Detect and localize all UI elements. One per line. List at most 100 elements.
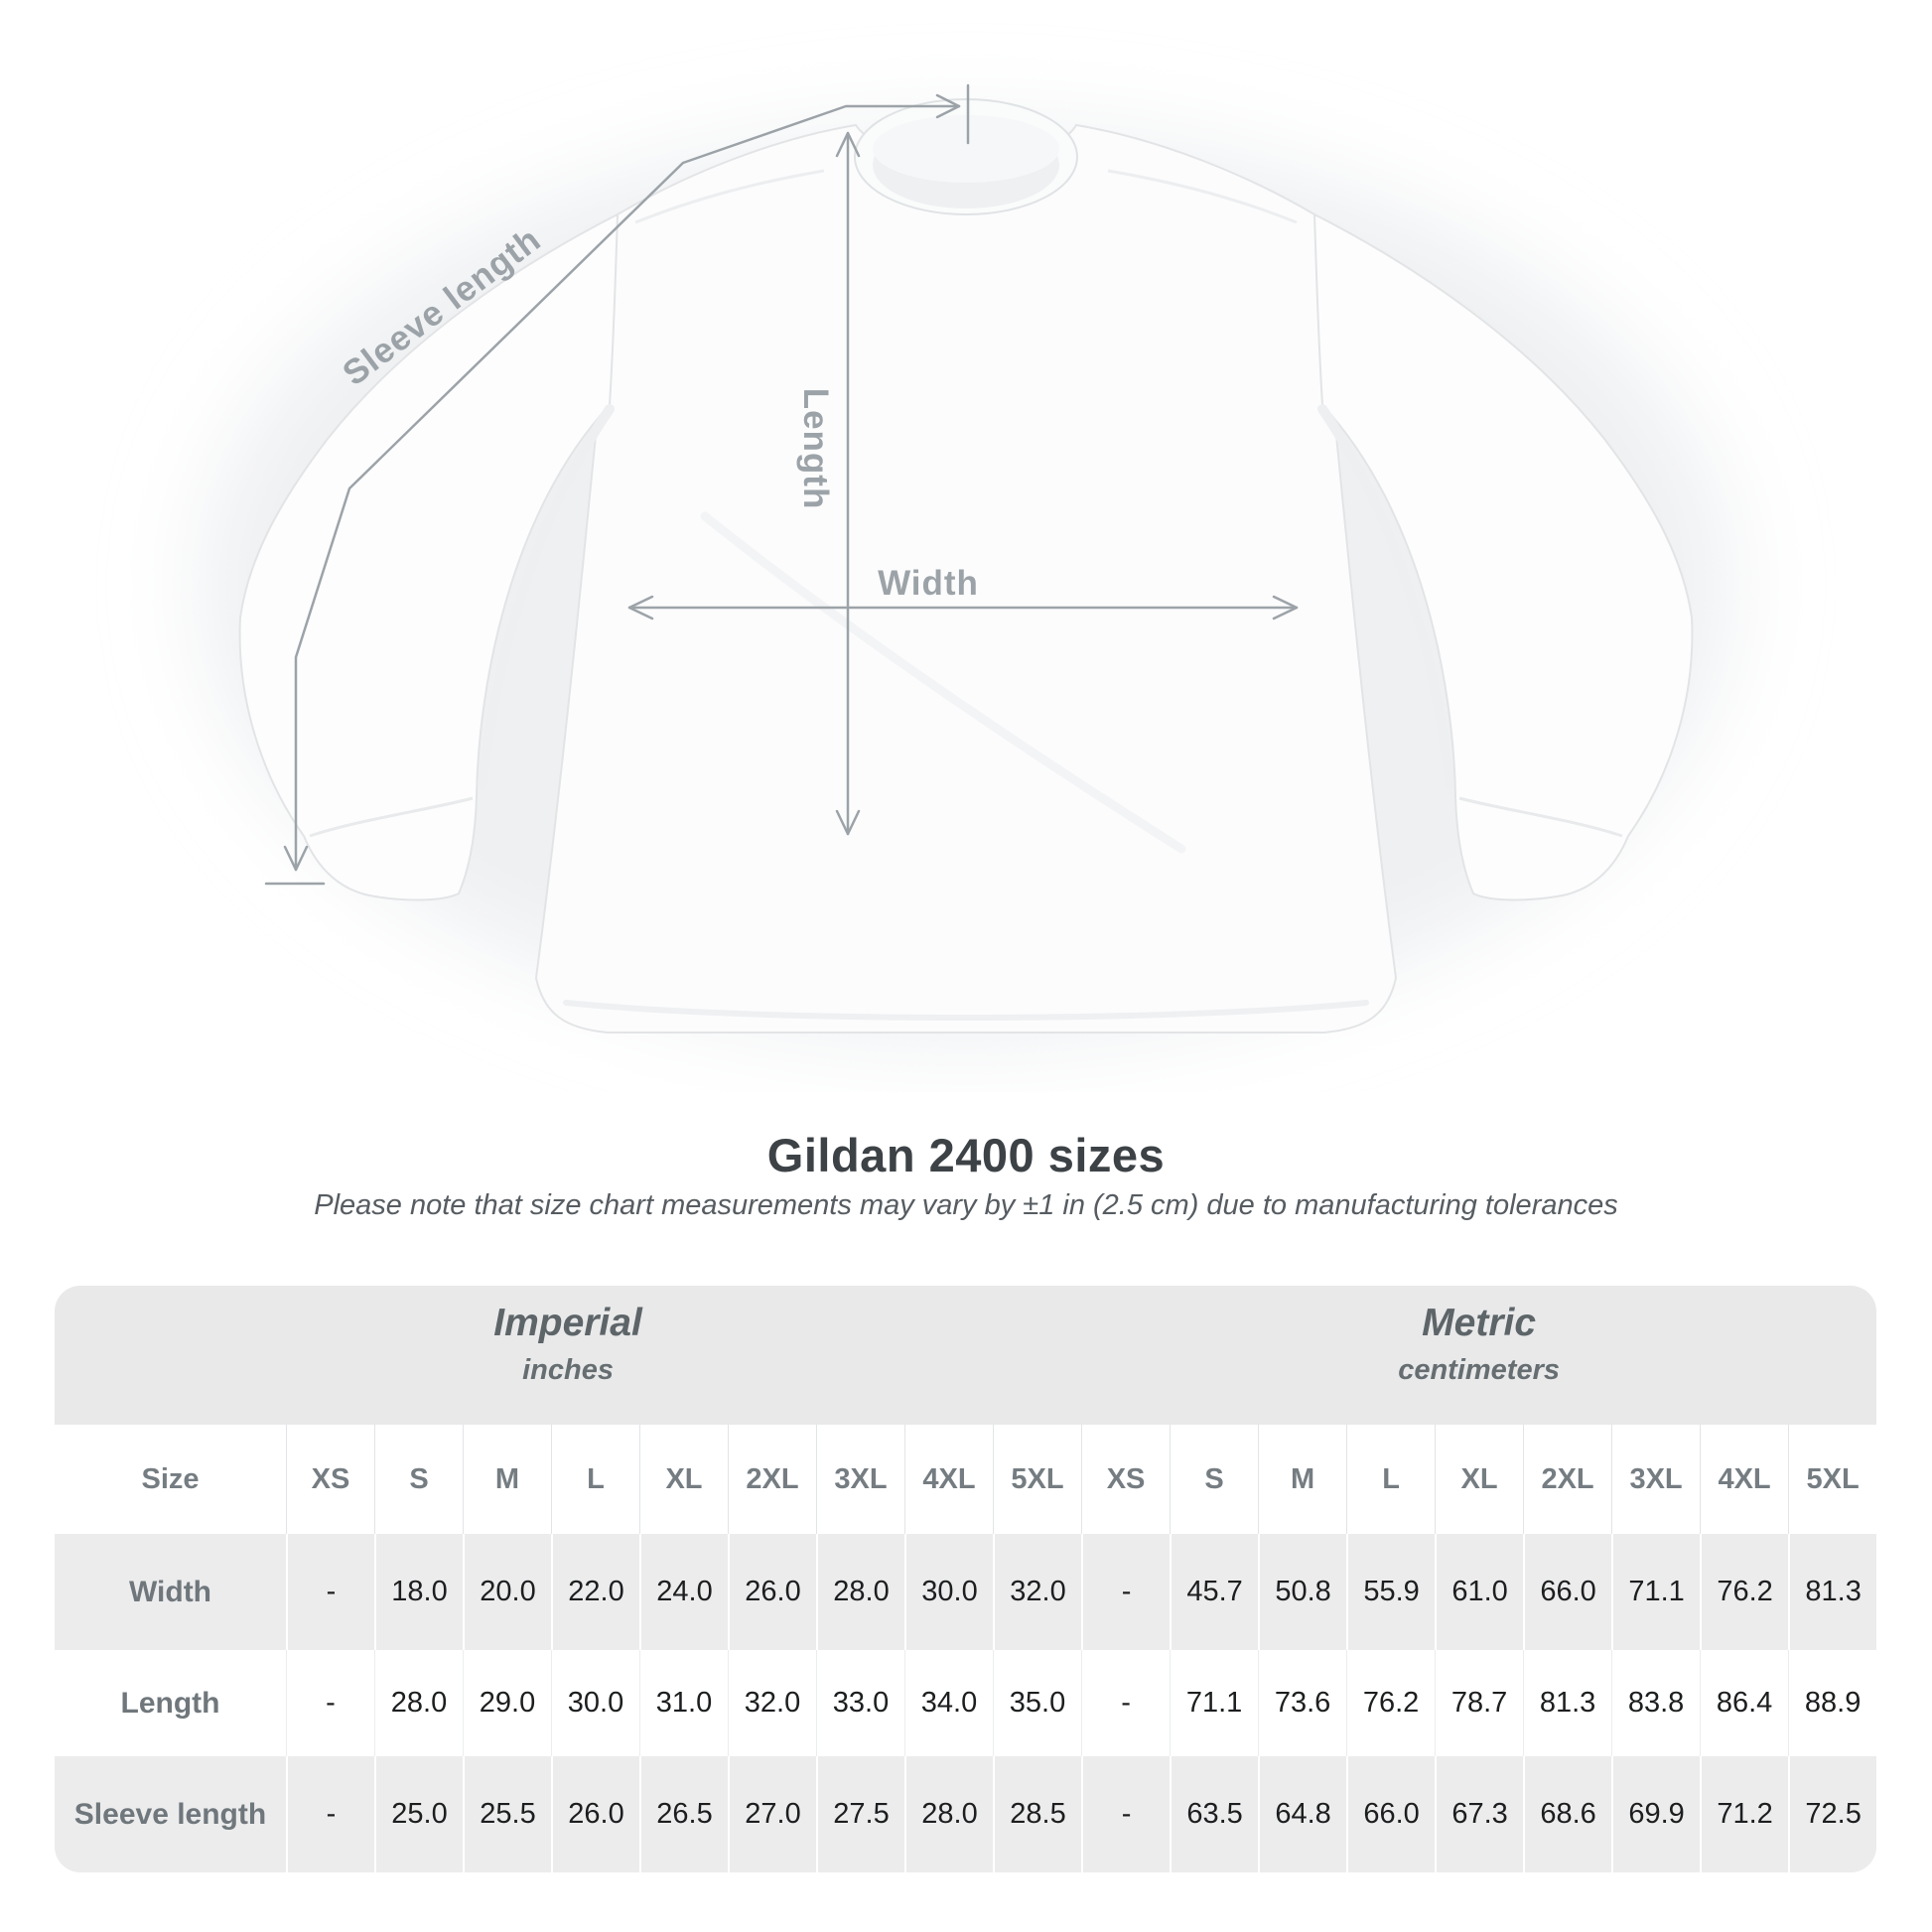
value-cell: 72.5 [1788,1756,1876,1872]
value-cell: 28.0 [374,1650,463,1756]
right-sleeve-shade [1317,404,1454,789]
value-cell: 26.0 [728,1534,816,1650]
value-cell: 18.0 [374,1534,463,1650]
column-header-metric-l: L [1346,1425,1436,1534]
value-cell: 28.0 [904,1756,993,1872]
row-label: Width [128,1575,212,1608]
table-row-sleeve-length: Sleeve length -25.0 25.5 26.0 26.5 27.0 27.5 28… [55,1756,1876,1872]
value-cell: 31.0 [639,1650,728,1756]
value-cell: 71.1 [1170,1650,1258,1756]
metric-section-header: Metric centimeters [1081,1286,1876,1425]
column-header-imperial-l: L [551,1425,639,1534]
length-arrow-down [835,809,861,836]
value-cell: 71.2 [1700,1756,1788,1872]
value-cell: 68.6 [1523,1756,1611,1872]
width-arrow-left [627,595,654,621]
column-header-imperial-s: S [374,1425,463,1534]
imperial-section-header: Imperial inches [55,1286,1082,1425]
page-title: Gildan 2400 sizes [766,1129,1166,1181]
column-header-metric-xs: XS [1081,1425,1171,1534]
value-cell: 88.9 [1788,1650,1876,1756]
value-cell: 67.3 [1435,1756,1523,1872]
column-header-imperial-m: M [463,1425,551,1534]
imperial-section-label: Imperial [493,1302,642,1344]
value-cell: 71.1 [1611,1534,1700,1650]
value-cell: 20.0 [463,1534,551,1650]
value-cell: 69.9 [1611,1756,1700,1872]
value-cell: 32.0 [993,1534,1081,1650]
value-cell: 76.2 [1346,1650,1435,1756]
right-cuff-seam [1458,796,1623,838]
value-cell: - [1081,1756,1170,1872]
value-cell: 86.4 [1700,1650,1788,1756]
value-cell: 55.9 [1346,1534,1435,1650]
column-header-metric-m: M [1258,1425,1347,1534]
tolerance-note: Please note that size chart measurements… [314,1189,1618,1221]
value-cell: 33.0 [816,1650,904,1756]
value-cell: 73.6 [1258,1650,1346,1756]
column-header-imperial-2xl: 2XL [728,1425,816,1534]
size-table: Imperial inches Metric centimeters Size … [55,1286,1876,1872]
sleeve-length-arrow-down [283,845,309,872]
value-cell: 81.3 [1788,1534,1876,1650]
value-cell: 25.0 [374,1756,463,1872]
collar-back [873,115,1059,183]
column-header-metric-5xl: 5XL [1788,1425,1876,1534]
value-cell: 22.0 [551,1534,639,1650]
column-header-imperial-3xl: 3XL [816,1425,904,1534]
value-cell: 64.8 [1258,1756,1346,1872]
column-header-imperial-xl: XL [639,1425,728,1534]
value-cell: - [286,1650,374,1756]
value-cell: 76.2 [1700,1534,1788,1650]
table-row-width: Width -18.0 20.0 22.0 24.0 26.0 28.0 30.0 32.0-4… [55,1534,1876,1650]
shirt-right-sleeve [1312,212,1694,901]
value-cell: 26.0 [551,1756,639,1872]
width-label: Width [878,564,979,603]
value-cell: 27.5 [816,1756,904,1872]
size-corner-header: Size [55,1425,286,1534]
value-cell: 30.0 [904,1534,993,1650]
shirt-fold-shade [700,511,1186,854]
column-header-metric-3xl: 3XL [1611,1425,1701,1534]
column-header-metric-2xl: 2XL [1523,1425,1612,1534]
value-cell: - [1081,1650,1170,1756]
size-columns-row: Size XS S M L XL 2XL 3XL 4XL 5XL XS S M L XL 2XL 3XL 4XL… [55,1425,1876,1534]
row-label: Sleeve length [73,1797,267,1831]
value-cell: 24.0 [639,1534,728,1650]
value-cell: 50.8 [1258,1534,1346,1650]
length-arrow-up [835,131,861,158]
value-cell: 61.0 [1435,1534,1523,1650]
metric-section-label: Metric [1422,1302,1537,1344]
value-cell: - [1081,1534,1170,1650]
value-cell: 27.0 [728,1756,816,1872]
table-row-length: Length -28.0 29.0 30.0 31.0 32.0 33.0 34.0 35.0-… [55,1650,1876,1756]
value-cell: 78.7 [1435,1650,1523,1756]
value-cell: 28.0 [816,1534,904,1650]
value-cell: 45.7 [1170,1534,1258,1650]
size-table-grid: Imperial inches Metric centimeters Size … [55,1286,1876,1872]
column-header-metric-xl: XL [1435,1425,1524,1534]
value-cell: 28.5 [993,1756,1081,1872]
left-sleeve-shade [478,404,615,789]
value-cell: - [286,1756,374,1872]
value-cell: 30.0 [551,1650,639,1756]
value-cell: 29.0 [463,1650,551,1756]
column-header-metric-4xl: 4XL [1700,1425,1789,1534]
value-cell: 83.8 [1611,1650,1700,1756]
metric-unit-label: centimeters [1398,1354,1560,1386]
length-label: Length [796,388,835,510]
value-cell: 25.5 [463,1756,551,1872]
sleeve-length-arrow-right [935,93,961,119]
value-cell: 32.0 [728,1650,816,1756]
column-header-imperial-xs: XS [286,1425,374,1534]
left-shoulder-seam [634,169,825,224]
sleeve-length-measure-line [294,104,961,872]
imperial-unit-label: inches [522,1354,614,1386]
value-cell: 81.3 [1523,1650,1611,1756]
value-cell: 63.5 [1170,1756,1258,1872]
unit-band-row: Imperial inches Metric centimeters [55,1286,1876,1425]
left-cuff-seam [309,796,474,838]
column-header-metric-s: S [1170,1425,1259,1534]
shirt-measurement-diagram: Sleeve length Length Width [202,83,1730,1042]
value-cell: - [286,1534,374,1650]
